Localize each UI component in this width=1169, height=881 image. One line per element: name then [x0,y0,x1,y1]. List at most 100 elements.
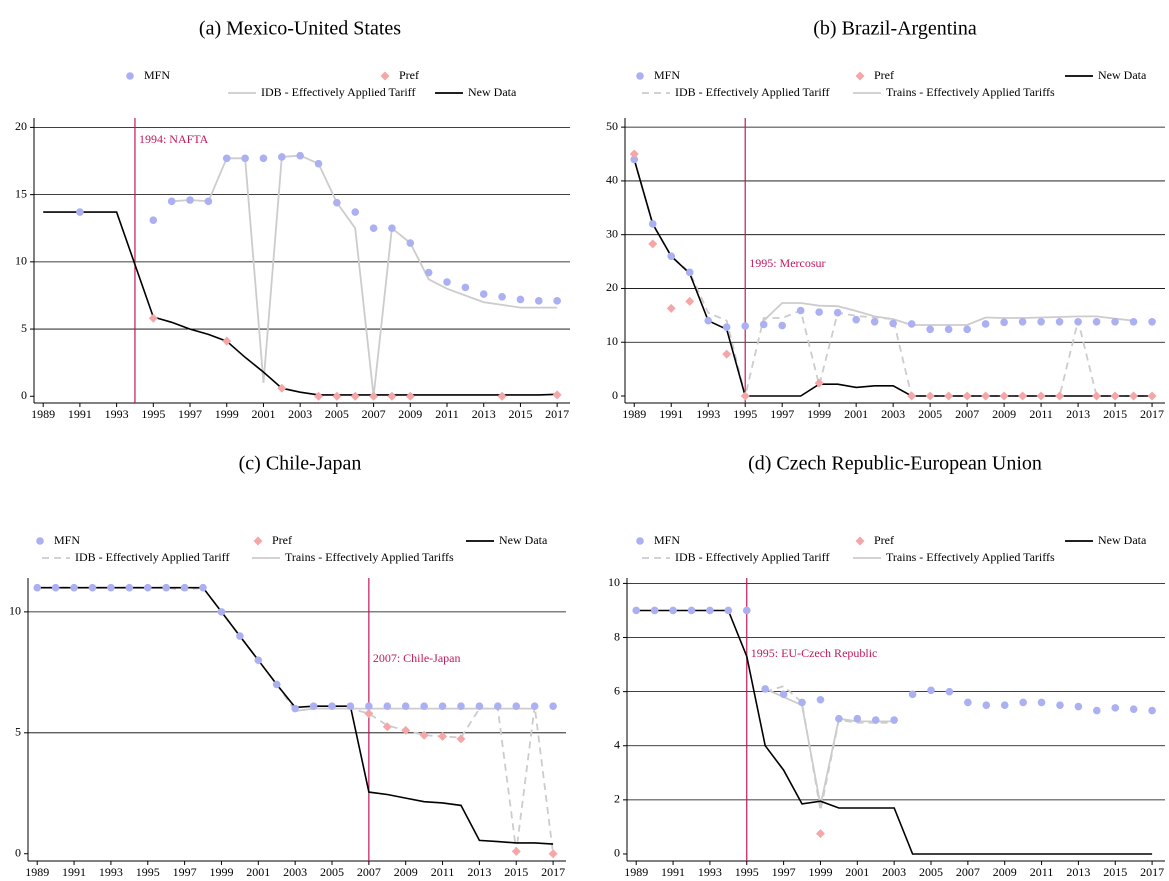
data-point [107,583,115,592]
data-point [1111,318,1119,326]
y-tick-label: 2 [614,792,620,806]
x-tick-label: 2001 [251,407,275,421]
data-point [741,322,750,330]
data-point [278,153,286,161]
data-point [724,606,733,615]
data-point [199,583,207,592]
data-point [534,297,543,305]
data-point [365,702,373,710]
data-point [926,325,934,334]
legend-marker [253,536,263,546]
x-tick-label: 1989 [31,407,55,421]
x-tick-label: 2005 [320,865,344,879]
data-point [296,151,304,160]
data-point [382,722,392,732]
data-point [383,702,392,710]
data-point [333,198,341,207]
data-point [945,687,954,696]
data-point [143,583,152,592]
data-point [687,606,696,615]
x-tick-label: 2005 [325,407,349,421]
x-tick-label: 2007 [357,865,381,879]
data-point [552,390,562,400]
legend-label: New Data [1098,68,1147,82]
y-tick-label: 0 [614,846,620,860]
data-point [1148,318,1156,326]
x-tick-label: 1997 [178,407,202,421]
data-point [1018,391,1028,401]
data-point [70,583,78,592]
y-tick-label: 40 [606,173,618,187]
data-point [740,391,750,401]
data-point [759,320,768,329]
data-point [1019,698,1027,707]
x-tick-label: 2015 [504,865,528,879]
y-tick-label: 0 [612,388,618,402]
y-tick-label: 0 [15,845,21,859]
data-point [494,702,502,710]
data-point [981,320,990,328]
data-point [309,702,318,710]
x-tick-label: 1997 [770,407,794,421]
data-point [51,583,60,592]
y-tick-label: 20 [15,119,27,133]
data-point [1129,318,1138,326]
legend-label: Trains - Effectively Applied Tariffs [285,550,454,564]
data-point [722,323,731,331]
data-point [272,680,281,689]
data-point [346,702,355,710]
y-tick-label: 10 [606,334,618,348]
data-point [457,702,465,710]
data-point [1055,391,1065,401]
data-point [704,316,713,325]
data-point [88,583,97,592]
x-tick-label: 2017 [545,407,569,421]
data-point [350,391,360,401]
series-line [37,586,554,854]
x-tick-label: 2013 [467,865,491,879]
chart-title: (d) Czech Republic-European Union [748,453,1042,475]
data-point [1110,391,1120,401]
data-point [889,319,897,328]
x-tick-label: 2009 [394,865,418,879]
data-point [1074,318,1082,326]
x-tick-label: 1997 [173,865,197,879]
y-tick-label: 0 [21,388,27,402]
data-point [277,383,287,393]
x-tick-label: 1995 [733,407,757,421]
data-point [438,702,447,710]
data-point [222,154,231,163]
data-point [890,716,898,724]
x-tick-label: 2015 [508,407,532,421]
data-point [706,606,714,615]
x-tick-label: 1999 [808,865,832,879]
data-point [870,318,879,326]
legend-label: Trains - Effectively Applied Tariffs [886,85,1055,99]
data-point [236,632,244,640]
data-point [291,704,299,713]
x-tick-label: 2017 [541,865,565,879]
series-line [295,707,535,712]
data-point [498,292,506,301]
x-tick-label: 1991 [68,407,92,421]
data-point [401,702,410,710]
legend-marker [855,71,865,81]
data-point [148,313,158,323]
data-point [475,702,484,710]
data-point [1093,706,1101,715]
legend-label: IDB - Effectively Applied Tariff [261,85,415,99]
data-point [443,278,451,286]
data-point [1092,391,1102,401]
legend-label: MFN [54,533,80,547]
data-point [314,391,324,401]
data-point [815,308,823,316]
data-point [217,608,226,616]
data-point [685,296,695,306]
series-line [764,688,895,806]
x-tick-label: 1999 [209,865,233,879]
x-tick-label: 2005 [919,865,943,879]
data-point [1036,391,1046,401]
x-tick-label: 1999 [807,407,831,421]
data-point [125,583,134,592]
